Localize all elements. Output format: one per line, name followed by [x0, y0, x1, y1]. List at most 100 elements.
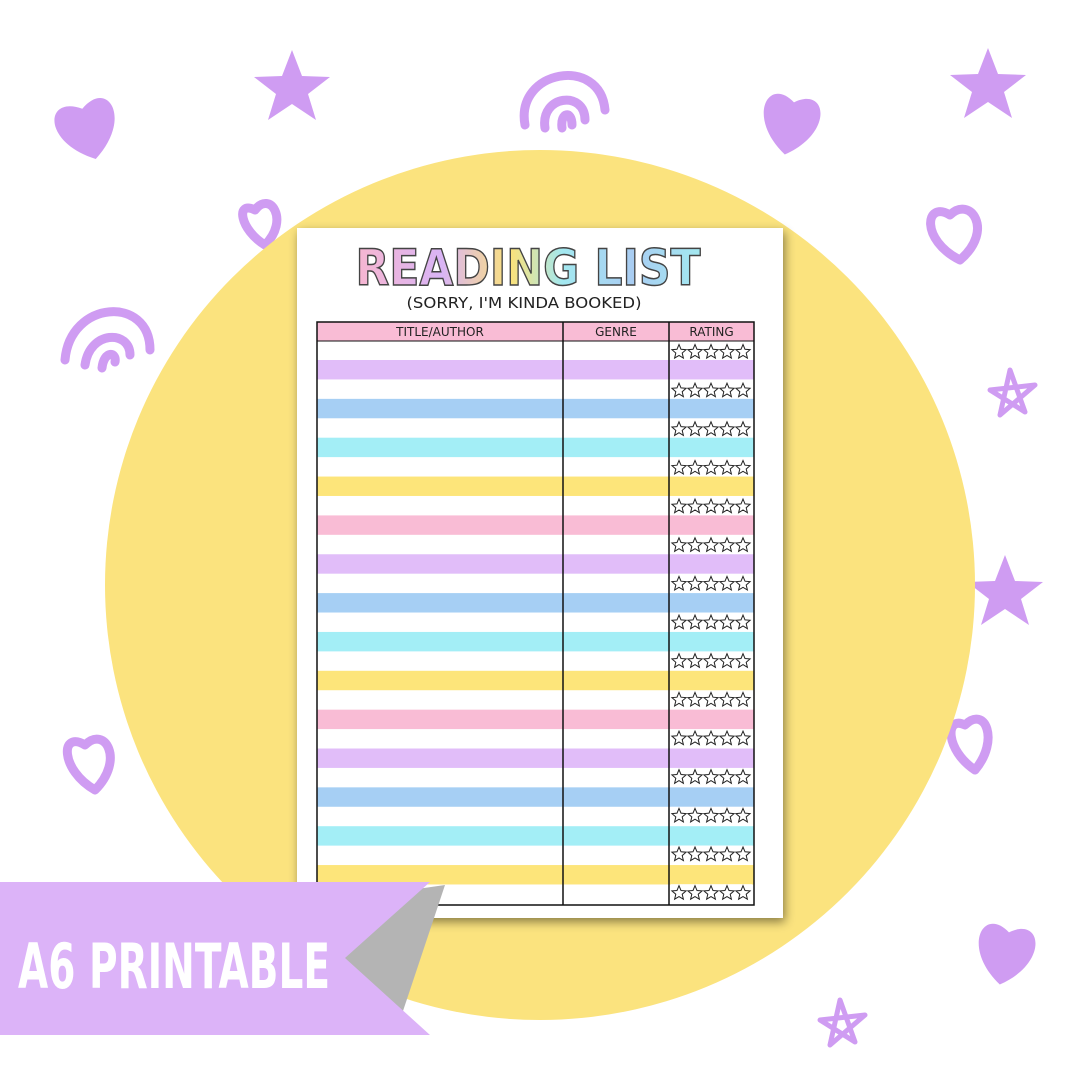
- star: [702, 613, 720, 630]
- star: [670, 768, 688, 785]
- star: [670, 807, 688, 823]
- star: [702, 575, 720, 592]
- star: [734, 536, 752, 553]
- star: [718, 807, 736, 823]
- star: [686, 536, 704, 553]
- star: [734, 845, 752, 862]
- table-border: [316, 321, 755, 906]
- star: [734, 691, 752, 708]
- star: [718, 613, 736, 630]
- star: [718, 497, 736, 514]
- star: [702, 497, 720, 514]
- row-stripe: [317, 826, 754, 846]
- star: [734, 459, 752, 476]
- row-stripe: [317, 709, 754, 730]
- star: [670, 613, 688, 630]
- star: [702, 845, 720, 862]
- star: [718, 459, 736, 476]
- star: [702, 652, 720, 669]
- star: [718, 652, 736, 669]
- row-stripe: [317, 748, 754, 768]
- row-stripe: [317, 865, 754, 885]
- star: [734, 807, 752, 823]
- row-stripe: [317, 476, 754, 496]
- star: [734, 497, 752, 514]
- star: [718, 536, 736, 553]
- row-stripe: [317, 515, 754, 535]
- star: [702, 729, 720, 746]
- star: [734, 343, 752, 360]
- star: [686, 459, 704, 476]
- row-stripe: [317, 360, 754, 380]
- column-header: GENRE: [595, 325, 637, 339]
- star: [718, 420, 736, 437]
- star: [718, 845, 736, 862]
- star: [670, 575, 688, 592]
- star: [734, 575, 752, 592]
- star: [702, 768, 720, 785]
- star: [670, 497, 688, 514]
- star: [718, 729, 736, 746]
- star: [718, 381, 736, 398]
- row-stripe: [317, 631, 754, 652]
- star: [686, 691, 704, 708]
- star: [734, 381, 752, 398]
- row-stripe: [317, 670, 754, 691]
- star: [670, 420, 688, 437]
- star: [670, 459, 688, 476]
- banner-text: A6 PRINTABLE: [18, 930, 330, 1003]
- star: [734, 884, 752, 901]
- star: [686, 343, 704, 360]
- star: [686, 381, 704, 398]
- star: [702, 691, 720, 708]
- star: [734, 420, 752, 437]
- column-header: RATING: [689, 325, 733, 339]
- star: [686, 420, 704, 437]
- table: TITLE/AUTHOR GENRE RATING: [316, 321, 755, 906]
- star: [670, 884, 688, 901]
- star: [686, 652, 704, 669]
- row-stripe: [317, 787, 754, 807]
- star: [686, 807, 704, 823]
- star: [670, 536, 688, 553]
- star: [718, 691, 736, 708]
- banner: A6 PRINTABLE: [0, 882, 445, 1035]
- title: READING LIST: [356, 239, 701, 297]
- star: [718, 575, 736, 592]
- star: [670, 729, 688, 746]
- star: [734, 768, 752, 785]
- subtitle: (SORRY, I'M KINDA BOOKED): [407, 294, 642, 312]
- row-stripe: [317, 554, 754, 574]
- star: [670, 652, 688, 669]
- star: [686, 768, 704, 785]
- header-row: [317, 322, 754, 341]
- star: [686, 613, 704, 630]
- star: [702, 536, 720, 553]
- star: [718, 343, 736, 360]
- star: [702, 381, 720, 398]
- star: [734, 729, 752, 746]
- star: [702, 884, 720, 901]
- star: [670, 691, 688, 708]
- star: [686, 845, 704, 862]
- star: [702, 807, 720, 823]
- star: [734, 652, 752, 669]
- star: [686, 884, 704, 901]
- star: [718, 768, 736, 785]
- star: [702, 343, 720, 360]
- star: [718, 884, 736, 901]
- star: [734, 613, 752, 630]
- star: [702, 420, 720, 437]
- star: [670, 343, 688, 360]
- star: [686, 575, 704, 592]
- star: [686, 497, 704, 514]
- star: [702, 459, 720, 476]
- row-stripe: [317, 593, 754, 613]
- column-header: TITLE/AUTHOR: [395, 325, 484, 339]
- star: [670, 381, 688, 398]
- row-stripe: [317, 398, 754, 419]
- row-stripe: [317, 437, 754, 458]
- star: [686, 729, 704, 746]
- star: [670, 845, 688, 862]
